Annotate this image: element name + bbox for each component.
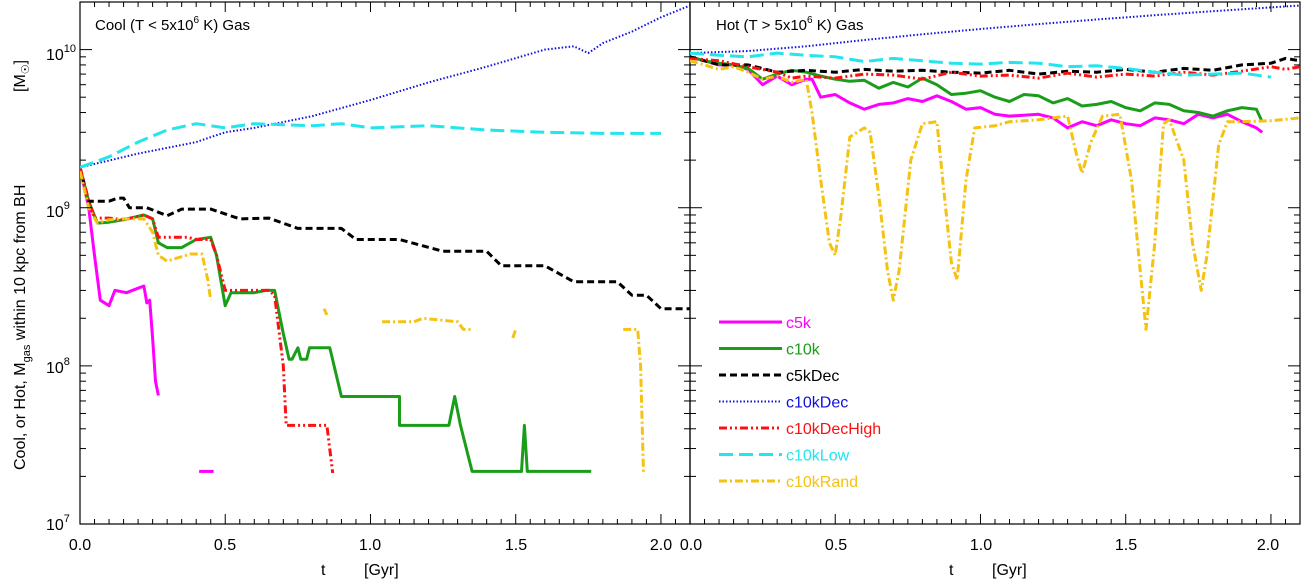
xtick-labels-hot: 0.0 0.5 1.0 1.5 2.0 — [680, 537, 1279, 554]
series-line-c10kLow — [690, 51, 1272, 79]
legend-label-c10kDec: c10kDec — [786, 395, 848, 412]
xtick-label: 0.0 — [69, 537, 91, 554]
series-line-c5kDec — [690, 55, 1300, 76]
ylabel: Cool, or Hot, Mgas within 10 kpc from BH — [12, 185, 33, 470]
sun-symbol: ☉ — [20, 64, 32, 74]
xlabel-t-hot: t — [949, 562, 954, 579]
xtick-label: 2.0 — [1257, 537, 1279, 554]
series-line-c5kDec — [80, 167, 690, 311]
series-group-hot — [690, 4, 1300, 331]
plot-frame-cool — [79, 1, 691, 525]
legend-label-c10kDecHigh: c10kDecHigh — [786, 421, 881, 438]
xtick-label: 0.0 — [680, 537, 702, 554]
panel-title-hot: Hot (T > 5x106 K) Gas — [716, 15, 863, 34]
panel-cool: Cool (T < 5x106 K) Gas 107 108 109 1010 … — [46, 1, 691, 579]
series-line-c10kLow — [80, 122, 661, 169]
legend: c5k c10k c5kDec c10kDec c10kDecHigh c10kLow c1… — [719, 315, 881, 491]
series-line-c10kRand — [623, 327, 645, 474]
xticks-hot — [689, 2, 1301, 524]
panel-title-cool: Cool (T < 5x106 K) Gas — [95, 15, 250, 34]
series-line-c10kRand — [382, 316, 473, 331]
ytick-label: 1010 — [46, 43, 76, 64]
ytick-label: 107 — [46, 513, 70, 534]
yunit: [M☉] — [12, 60, 32, 92]
legend-label-c5k: c5k — [786, 315, 812, 332]
xticks-cool — [79, 2, 691, 524]
series-line-c10kDecHigh — [690, 56, 1300, 81]
ytick-label: 109 — [46, 200, 70, 221]
series-group-cool — [80, 4, 690, 474]
legend-label-c10k: c10k — [786, 342, 821, 359]
xlabel-t-cool: t — [321, 562, 326, 579]
xtick-label: 1.0 — [970, 537, 992, 554]
xlabel-unit-hot: [Gyr] — [992, 562, 1027, 579]
ytick-labels: 107 108 109 1010 — [46, 43, 76, 534]
series-line-c10kRand — [80, 170, 213, 301]
yunit-label: [M☉] — [12, 60, 32, 92]
xtick-label: 1.5 — [505, 537, 527, 554]
yticks-cool — [80, 1, 690, 525]
yticks-hot — [690, 1, 1300, 525]
xtick-label: 1.5 — [1115, 537, 1137, 554]
series-line-c10kDec — [80, 4, 690, 169]
series-line-c10kRand — [690, 59, 1300, 331]
legend-label-c5kDec: c5kDec — [786, 368, 839, 385]
legend-label-c10kLow: c10kLow — [786, 448, 850, 465]
xtick-label: 2.0 — [650, 537, 672, 554]
xtick-label: 0.5 — [825, 537, 847, 554]
series-line-c5k — [80, 167, 160, 396]
series-line-c10kRand — [322, 308, 329, 316]
series-line-c10k — [690, 55, 1264, 123]
ytick-label: 108 — [46, 356, 70, 377]
xtick-label: 0.5 — [214, 537, 236, 554]
xlabel-unit-cool: [Gyr] — [364, 562, 399, 579]
xtick-labels-cool: 0.0 0.5 1.0 1.5 2.0 — [69, 537, 672, 554]
series-line-c10kDecHigh — [80, 167, 335, 474]
legend-label-c10kRand: c10kRand — [786, 474, 858, 491]
panel-hot: Hot (T > 5x106 K) Gas 0.0 0.5 1.0 1.5 2.… — [680, 1, 1301, 579]
series-line-c10kRand — [511, 328, 518, 339]
xtick-label: 1.0 — [359, 537, 381, 554]
